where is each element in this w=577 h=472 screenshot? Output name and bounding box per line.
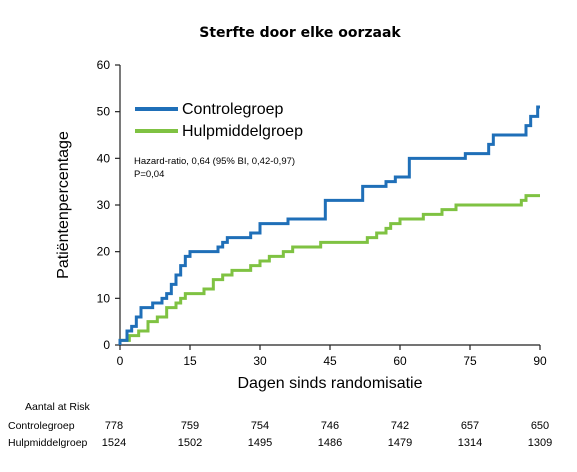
x-tick-label: 60 xyxy=(393,354,407,368)
at-risk-value-controlegroep: 657 xyxy=(461,420,479,432)
at-risk-value-hulpmiddelgroep: 1524 xyxy=(102,437,126,449)
y-tick-label: 60 xyxy=(97,58,111,72)
chart-title: Sterfte door elke oorzaak xyxy=(199,25,401,41)
x-ticks: 0 15 30 45 60 75 90 xyxy=(117,345,547,368)
y-tick-label: 30 xyxy=(97,198,111,212)
p-value-annotation: P=0,04 xyxy=(134,169,164,180)
y-tick-label: 40 xyxy=(97,151,111,165)
at-risk-row-label-hulpmiddelgroep: Hulpmiddelgroep xyxy=(8,437,88,449)
at-risk-value-controlegroep: 778 xyxy=(105,420,123,432)
at-risk-value-hulpmiddelgroep: 1486 xyxy=(318,437,342,449)
series-line-hulpmiddelgroep xyxy=(118,194,540,345)
x-axis-title: Dagen sinds randomisatie xyxy=(238,375,423,392)
y-ticks: 0 10 20 30 40 50 60 xyxy=(97,58,120,352)
x-tick-label: 90 xyxy=(533,354,547,368)
at-risk-value-controlegroep: 650 xyxy=(531,420,549,432)
y-tick-label: 0 xyxy=(103,338,110,352)
legend: Controlegroep Hulpmiddelgroep xyxy=(135,101,303,140)
at-risk-value-hulpmiddelgroep: 1314 xyxy=(458,437,482,449)
series-line-controlegroep xyxy=(118,105,540,345)
x-tick-label: 30 xyxy=(253,354,267,368)
series-group xyxy=(118,105,540,345)
x-tick-label: 15 xyxy=(183,354,197,368)
at-risk-value-controlegroep: 742 xyxy=(391,420,409,432)
at-risk-value-hulpmiddelgroep: 1502 xyxy=(178,437,202,449)
x-tick-label: 45 xyxy=(323,354,337,368)
at-risk-title: Aantal at Risk xyxy=(25,401,91,413)
at-risk-row-label-controlegroep: Controlegroep xyxy=(8,420,75,432)
legend-label-hulpmiddelgroep: Hulpmiddelgroep xyxy=(182,123,303,140)
at-risk-value-hulpmiddelgroep: 1495 xyxy=(248,437,272,449)
y-tick-label: 50 xyxy=(97,105,111,119)
x-tick-label: 0 xyxy=(117,354,124,368)
y-axis-title: Patiëntenpercentage xyxy=(55,131,72,279)
x-tick-label: 75 xyxy=(463,354,477,368)
at-risk-value-hulpmiddelgroep: 1309 xyxy=(528,437,552,449)
legend-label-controlegroep: Controlegroep xyxy=(182,101,284,118)
at-risk-value-hulpmiddelgroep: 1479 xyxy=(388,437,412,449)
y-tick-label: 10 xyxy=(97,291,111,305)
y-tick-label: 20 xyxy=(97,245,111,259)
at-risk-value-controlegroep: 759 xyxy=(181,420,199,432)
at-risk-value-controlegroep: 746 xyxy=(321,420,339,432)
at-risk-values: 778 759 754 746 742 657 650 1524 1502 1495 1486 147… xyxy=(102,420,552,449)
at-risk-value-controlegroep: 754 xyxy=(251,420,269,432)
hazard-ratio-annotation: Hazard-ratio, 0,64 (95% BI, 0,42-0,97) xyxy=(134,156,295,167)
